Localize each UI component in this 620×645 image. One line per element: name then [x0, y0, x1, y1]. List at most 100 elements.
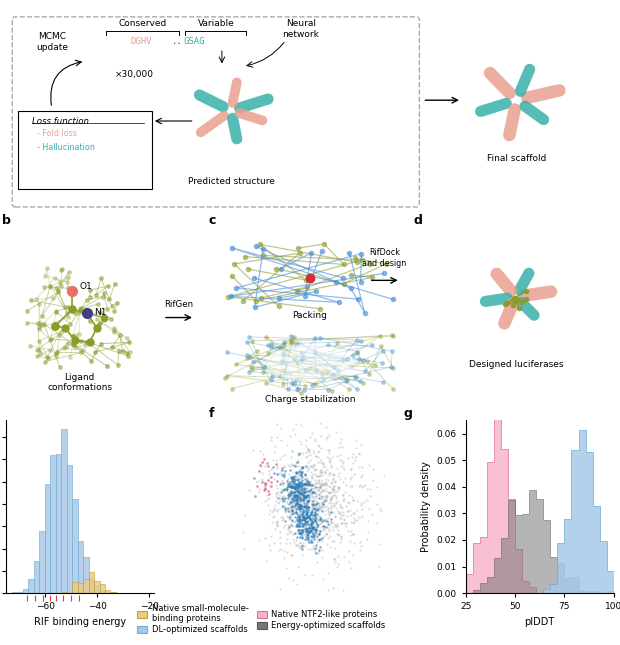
Point	[296, 529, 306, 539]
Point	[314, 501, 324, 511]
Point	[306, 509, 316, 519]
Point	[301, 461, 311, 471]
Point	[278, 501, 288, 511]
Point	[285, 461, 295, 471]
Point	[336, 510, 346, 521]
Point	[260, 480, 270, 490]
Point	[321, 434, 330, 444]
Point	[326, 487, 335, 497]
Point	[313, 471, 323, 481]
Point	[273, 487, 283, 497]
Point	[290, 477, 299, 488]
Point	[277, 462, 287, 473]
Point	[293, 492, 303, 502]
Point	[296, 478, 306, 488]
Bar	[105, 590, 110, 593]
Point	[294, 515, 304, 525]
Point	[301, 531, 311, 541]
Point	[299, 484, 309, 495]
Point	[294, 470, 304, 481]
Point	[310, 493, 320, 503]
Point	[309, 461, 319, 471]
Point	[356, 497, 366, 508]
Point	[296, 467, 306, 477]
Point	[270, 496, 280, 506]
Point	[302, 479, 312, 489]
Point	[277, 484, 286, 494]
Point	[305, 476, 315, 486]
Point	[292, 475, 302, 485]
Point	[321, 482, 331, 493]
Bar	[56, 454, 61, 593]
Point	[307, 491, 317, 502]
Point	[297, 483, 307, 493]
Point	[333, 506, 343, 517]
Point	[285, 481, 295, 491]
Point	[288, 487, 298, 497]
Text: N1: N1	[94, 308, 107, 317]
Point	[280, 522, 290, 532]
Point	[311, 471, 321, 481]
Point	[268, 455, 278, 465]
Point	[318, 486, 328, 496]
Point	[315, 477, 325, 488]
Point	[301, 523, 311, 533]
Point	[372, 482, 382, 492]
Point	[294, 493, 304, 503]
Point	[304, 486, 314, 496]
Point	[260, 496, 270, 506]
Point	[293, 457, 303, 467]
Point	[287, 501, 297, 511]
Point	[262, 490, 272, 500]
Point	[310, 509, 320, 519]
Point	[291, 495, 301, 506]
Point	[306, 428, 316, 438]
Point	[306, 479, 316, 490]
Point	[309, 488, 319, 499]
Point	[309, 530, 319, 541]
Point	[289, 476, 299, 486]
Point	[320, 491, 330, 501]
Point	[291, 466, 301, 477]
Point	[303, 490, 313, 501]
Point	[301, 512, 311, 522]
Point	[316, 513, 326, 524]
Point	[271, 518, 281, 528]
Point	[298, 522, 308, 533]
Point	[293, 450, 303, 460]
Point	[325, 488, 335, 498]
Point	[304, 526, 314, 537]
Point	[332, 497, 342, 508]
Point	[295, 500, 305, 510]
Point	[295, 478, 305, 488]
Point	[350, 508, 360, 519]
Point	[283, 490, 293, 501]
Point	[291, 482, 301, 493]
Point	[312, 531, 322, 541]
Point	[308, 570, 317, 580]
Point	[348, 529, 358, 539]
Point	[314, 514, 324, 524]
Point	[318, 492, 328, 502]
Point	[281, 484, 291, 494]
Point	[296, 543, 306, 553]
Point	[303, 519, 313, 529]
Point	[339, 494, 348, 504]
Point	[324, 508, 334, 518]
Point	[288, 534, 298, 544]
Point	[348, 529, 358, 539]
Point	[286, 487, 296, 497]
Point	[301, 492, 311, 502]
Point	[272, 463, 282, 473]
Point	[287, 506, 297, 517]
Point	[283, 473, 293, 484]
Point	[298, 507, 308, 517]
Point	[305, 481, 315, 491]
Point	[299, 510, 309, 520]
Point	[293, 508, 303, 518]
Point	[303, 477, 312, 488]
Point	[296, 499, 306, 510]
Point	[271, 488, 281, 499]
Point	[310, 502, 320, 513]
Point	[314, 484, 324, 494]
